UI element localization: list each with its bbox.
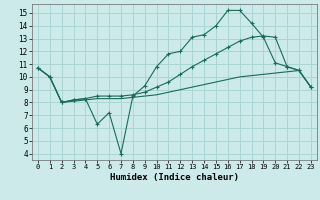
X-axis label: Humidex (Indice chaleur): Humidex (Indice chaleur) xyxy=(110,173,239,182)
